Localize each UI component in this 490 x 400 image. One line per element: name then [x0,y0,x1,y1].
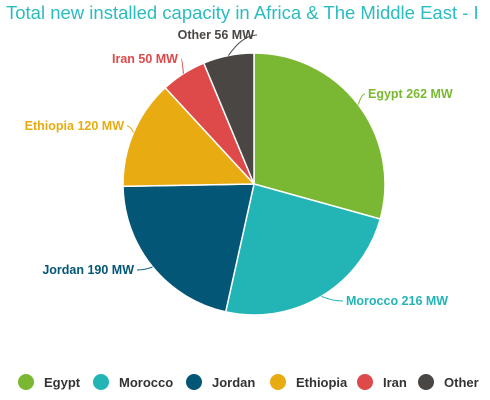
pie-slice-other[interactable] [202,52,255,185]
legend-item-morocco[interactable]: Morocco [93,374,173,390]
legend-item-egypt[interactable]: Egypt [18,374,80,390]
slice-label-egypt: Egypt 262 MW [368,87,453,101]
legend-item-ethiopia[interactable]: Ethiopia [270,374,347,390]
legend-label-egypt: Egypt [44,374,81,390]
legend-item-other[interactable]: Other [418,374,479,390]
legend: Egypt Morocco Jordan Ethiopia Iran Other [0,374,490,398]
legend-swatch-egypt [18,374,34,390]
pie-slice-morocco[interactable] [224,183,382,316]
slice-label-jordan: Jordan 190 MW [42,263,134,277]
legend-swatch-iran [357,374,373,390]
leader-line-egypt [357,93,366,105]
pie-slice-jordan[interactable] [122,183,255,313]
legend-label-jordan: Jordan [212,374,256,390]
chart-title: Total new installed capacity in Africa &… [6,2,479,23]
legend-swatch-jordan [186,374,202,390]
leader-line-ethiopia [126,125,134,133]
legend-item-iran[interactable]: Iran [357,374,407,390]
leader-line-iran [180,58,184,74]
leader-line-other [227,34,258,56]
legend-label-ethiopia: Ethiopia [296,374,348,390]
legend-label-other: Other [444,374,479,390]
legend-swatch-other [418,374,434,390]
leader-line-jordan [136,266,153,271]
slice-label-iran: Iran 50 MW [112,52,178,66]
slice-labels: Egypt 262 MW Morocco 216 MW Jordan 190 MW E… [25,28,453,308]
pie-slices [122,52,386,316]
leader-line-morocco [321,295,344,302]
pie-slice-egypt[interactable] [253,52,386,220]
slice-label-morocco: Morocco 216 MW [346,294,448,308]
legend-label-iran: Iran [383,374,407,390]
legend-item-jordan[interactable]: Jordan [186,374,255,390]
leader-lines [126,34,366,302]
legend-swatch-morocco [93,374,109,390]
slice-label-ethiopia: Ethiopia 120 MW [25,119,125,133]
slice-label-other: Other 56 MW [178,28,255,42]
legend-label-morocco: Morocco [119,374,174,390]
legend-swatch-ethiopia [270,374,286,390]
